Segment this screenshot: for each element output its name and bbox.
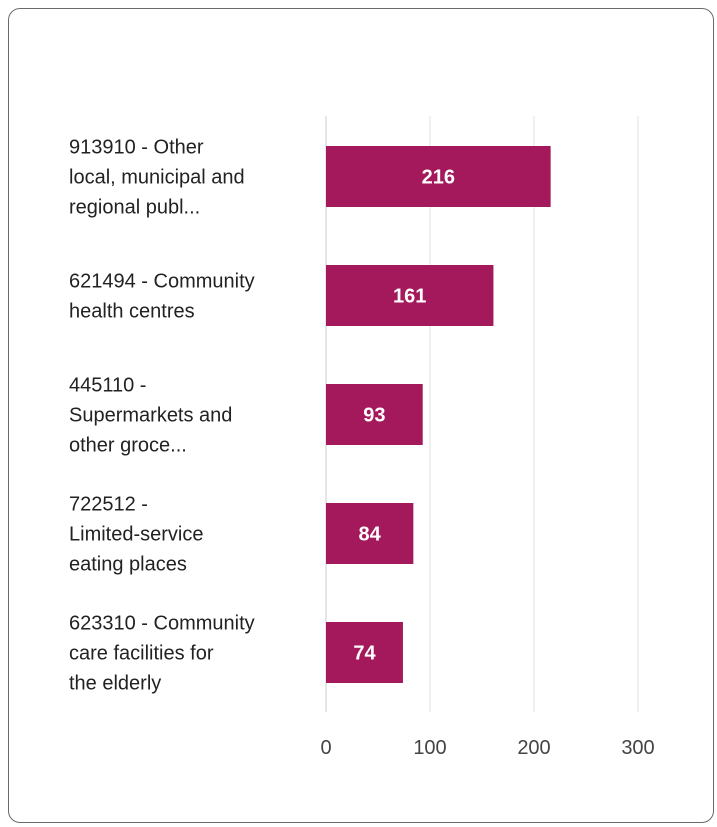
category-label-5: 623310 - Community care facilities for the… bbox=[69, 613, 255, 695]
category-label-4: 722512 - Limited-service eating places bbox=[69, 494, 203, 576]
category-label-line: local, municipal and bbox=[69, 167, 245, 189]
category-label-line: 623310 - Community bbox=[69, 613, 255, 635]
category-label-line: other groce... bbox=[69, 435, 187, 457]
category-label-line: regional publ... bbox=[69, 197, 200, 219]
x-tick-label-100: 100 bbox=[413, 737, 446, 759]
bar-value-label-5: 74 bbox=[353, 643, 376, 665]
category-label-line: Supermarkets and bbox=[69, 405, 232, 427]
category-label-3: 445110 - Supermarkets and other groce... bbox=[69, 375, 232, 457]
category-label-line: the elderly bbox=[69, 673, 161, 695]
category-label-line: 913910 - Other bbox=[69, 137, 204, 159]
x-tick-label-0: 0 bbox=[320, 737, 331, 759]
bars: 216 161 93 84 74 bbox=[326, 146, 551, 683]
x-tick-label-200: 200 bbox=[517, 737, 550, 759]
category-label-line: Limited-service bbox=[69, 524, 203, 546]
bar-value-label-2: 161 bbox=[393, 286, 426, 308]
x-tick-label-300: 300 bbox=[621, 737, 654, 759]
category-label-2: 621494 - Community health centres bbox=[69, 271, 255, 323]
bar-value-label-3: 93 bbox=[363, 405, 385, 427]
bar-4 bbox=[326, 503, 414, 564]
bar-2 bbox=[326, 265, 494, 326]
category-label-line: eating places bbox=[69, 554, 187, 576]
category-label-line: 621494 - Community bbox=[69, 271, 255, 293]
category-label-line: 445110 - bbox=[69, 375, 146, 397]
category-label-line: care facilities for bbox=[69, 643, 214, 665]
bar-3 bbox=[326, 384, 423, 445]
category-label-1: 913910 - Other local, municipal and region… bbox=[69, 137, 245, 219]
bar-value-label-4: 84 bbox=[359, 524, 382, 546]
category-label-line: 722512 - bbox=[69, 494, 148, 516]
bar-value-label-1: 216 bbox=[422, 167, 455, 189]
category-label-line: health centres bbox=[69, 301, 195, 323]
x-axis-ticks: 0 100 200 300 bbox=[320, 737, 654, 759]
bar-5 bbox=[326, 622, 403, 683]
category-labels: 913910 - Other local, municipal and region… bbox=[69, 137, 255, 695]
bar-1 bbox=[326, 146, 551, 207]
